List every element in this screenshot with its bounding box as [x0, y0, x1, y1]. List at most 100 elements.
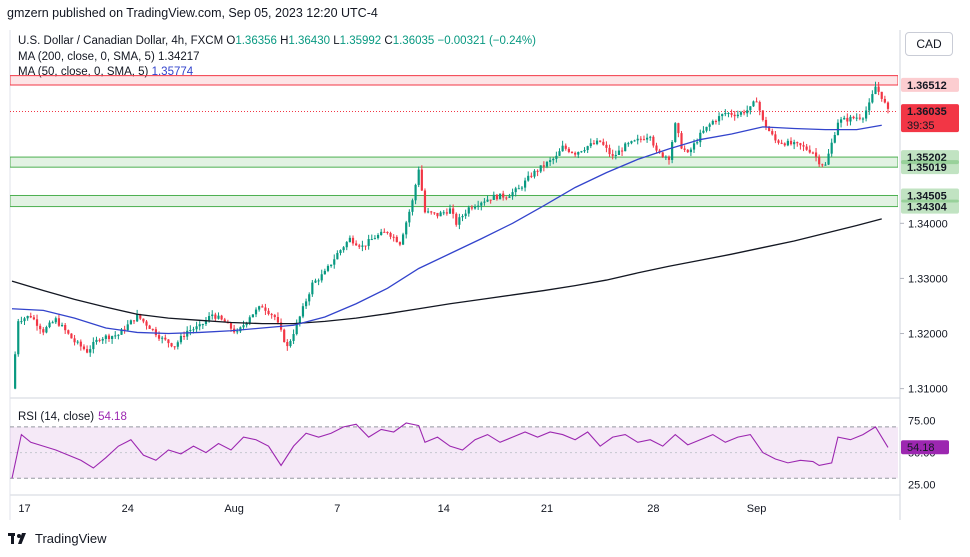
- candle-body: [82, 346, 86, 350]
- ma50-line: [11, 124, 882, 335]
- candle-body: [401, 234, 405, 245]
- footer-brand[interactable]: TradingView: [8, 531, 107, 546]
- candle-body: [14, 354, 17, 389]
- price-label: 1.36035: [907, 106, 947, 118]
- candle-body: [458, 217, 461, 225]
- candle-body: [714, 120, 718, 122]
- candle-body: [883, 98, 886, 103]
- candle-body: [367, 239, 370, 246]
- rsi-band: [10, 426, 898, 479]
- candle-body: [376, 234, 380, 239]
- candle-body: [323, 270, 326, 275]
- candle-body: [157, 335, 161, 339]
- symbol-label[interactable]: U.S. Dollar / Canadian Dollar, 4h, FXCM: [18, 35, 224, 47]
- rsi-legend[interactable]: RSI (14, close) 54.18: [18, 411, 127, 423]
- candle-body: [824, 164, 827, 166]
- y-tick-label: 1.34000: [908, 218, 948, 230]
- candle-body: [79, 341, 82, 347]
- candle-body: [705, 126, 708, 131]
- candle-body: [60, 324, 64, 326]
- candle-body: [827, 153, 830, 165]
- candle-body: [242, 325, 245, 328]
- candle-body: [836, 122, 840, 135]
- candle-body: [417, 169, 420, 185]
- candle-body: [92, 341, 95, 350]
- footer-brand-name: TradingView: [35, 531, 107, 546]
- candle-body: [805, 146, 808, 150]
- candle-body: [886, 102, 890, 109]
- x-tick-label: 24: [122, 503, 134, 515]
- candle-body: [317, 280, 320, 282]
- candle-body: [98, 339, 101, 341]
- candle-body: [251, 314, 254, 318]
- candle-body: [527, 175, 530, 181]
- rsi-label: RSI (14, close): [18, 411, 95, 423]
- candle-body: [48, 322, 51, 328]
- high-label: H: [280, 35, 289, 47]
- candle-body: [145, 321, 148, 326]
- support-zone-1: [10, 156, 898, 168]
- y-axis-ticks: 1.31000 1.32000 1.33000 1.34000: [900, 218, 948, 396]
- candle-body: [611, 154, 614, 156]
- candle-body: [858, 117, 861, 119]
- candle-body: [455, 213, 458, 225]
- candle-body: [104, 335, 107, 339]
- candle-body: [505, 197, 508, 199]
- candle-body: [148, 325, 151, 329]
- candle-body: [683, 148, 686, 150]
- candle-body: [517, 188, 520, 190]
- candle-body: [330, 264, 333, 266]
- candle-body: [439, 212, 442, 217]
- candle-body: [283, 329, 286, 343]
- candle-body: [270, 314, 273, 316]
- candle-body: [852, 116, 855, 119]
- candle-body: [727, 113, 730, 115]
- candle-body: [32, 317, 35, 320]
- currency-button[interactable]: CAD: [905, 32, 953, 56]
- candle-body: [254, 309, 258, 315]
- candle-body: [730, 113, 733, 115]
- candle-body: [442, 212, 445, 214]
- candle-body: [364, 245, 367, 247]
- candle-body: [204, 320, 208, 325]
- resistance-zone: [10, 75, 898, 86]
- candle-body: [627, 143, 630, 145]
- candle-body: [29, 315, 32, 318]
- candle-body: [520, 187, 524, 189]
- candle-body: [186, 330, 189, 337]
- candle-body: [389, 232, 392, 237]
- candle-body: [173, 346, 176, 348]
- candle-body: [54, 318, 57, 323]
- candle-body: [880, 91, 883, 99]
- candle-body: [427, 211, 430, 213]
- candle-body: [308, 294, 311, 302]
- candle-body: [680, 133, 683, 149]
- candle-body: [646, 137, 649, 140]
- candle-body: [339, 250, 342, 253]
- candle-body: [433, 212, 436, 214]
- candle-body: [167, 339, 170, 344]
- candle-body: [383, 231, 386, 233]
- candle-body: [154, 329, 158, 336]
- candle-body: [261, 306, 264, 308]
- candle-body: [398, 242, 402, 245]
- candle-body: [461, 216, 464, 218]
- ma200-row[interactable]: MA (200, close, 0, SMA, 5) 1.34217: [18, 50, 536, 66]
- candle-body: [721, 114, 724, 117]
- candle-body: [636, 138, 639, 141]
- candle-body: [595, 140, 599, 144]
- price-label: 1.35202: [907, 152, 947, 164]
- candle-body: [182, 335, 186, 337]
- candle-body: [868, 102, 871, 111]
- ma50-row[interactable]: MA (50, close, 0, SMA, 5) 1.35774: [18, 65, 536, 81]
- candle-body: [248, 317, 251, 323]
- candle-body: [498, 193, 502, 200]
- candle-body: [264, 307, 267, 311]
- candle-body: [311, 282, 314, 295]
- candle-body: [67, 330, 70, 334]
- low-label: L: [333, 35, 340, 47]
- candle-body: [796, 142, 799, 144]
- support-zone-2: [10, 194, 898, 208]
- candle-body: [326, 265, 330, 271]
